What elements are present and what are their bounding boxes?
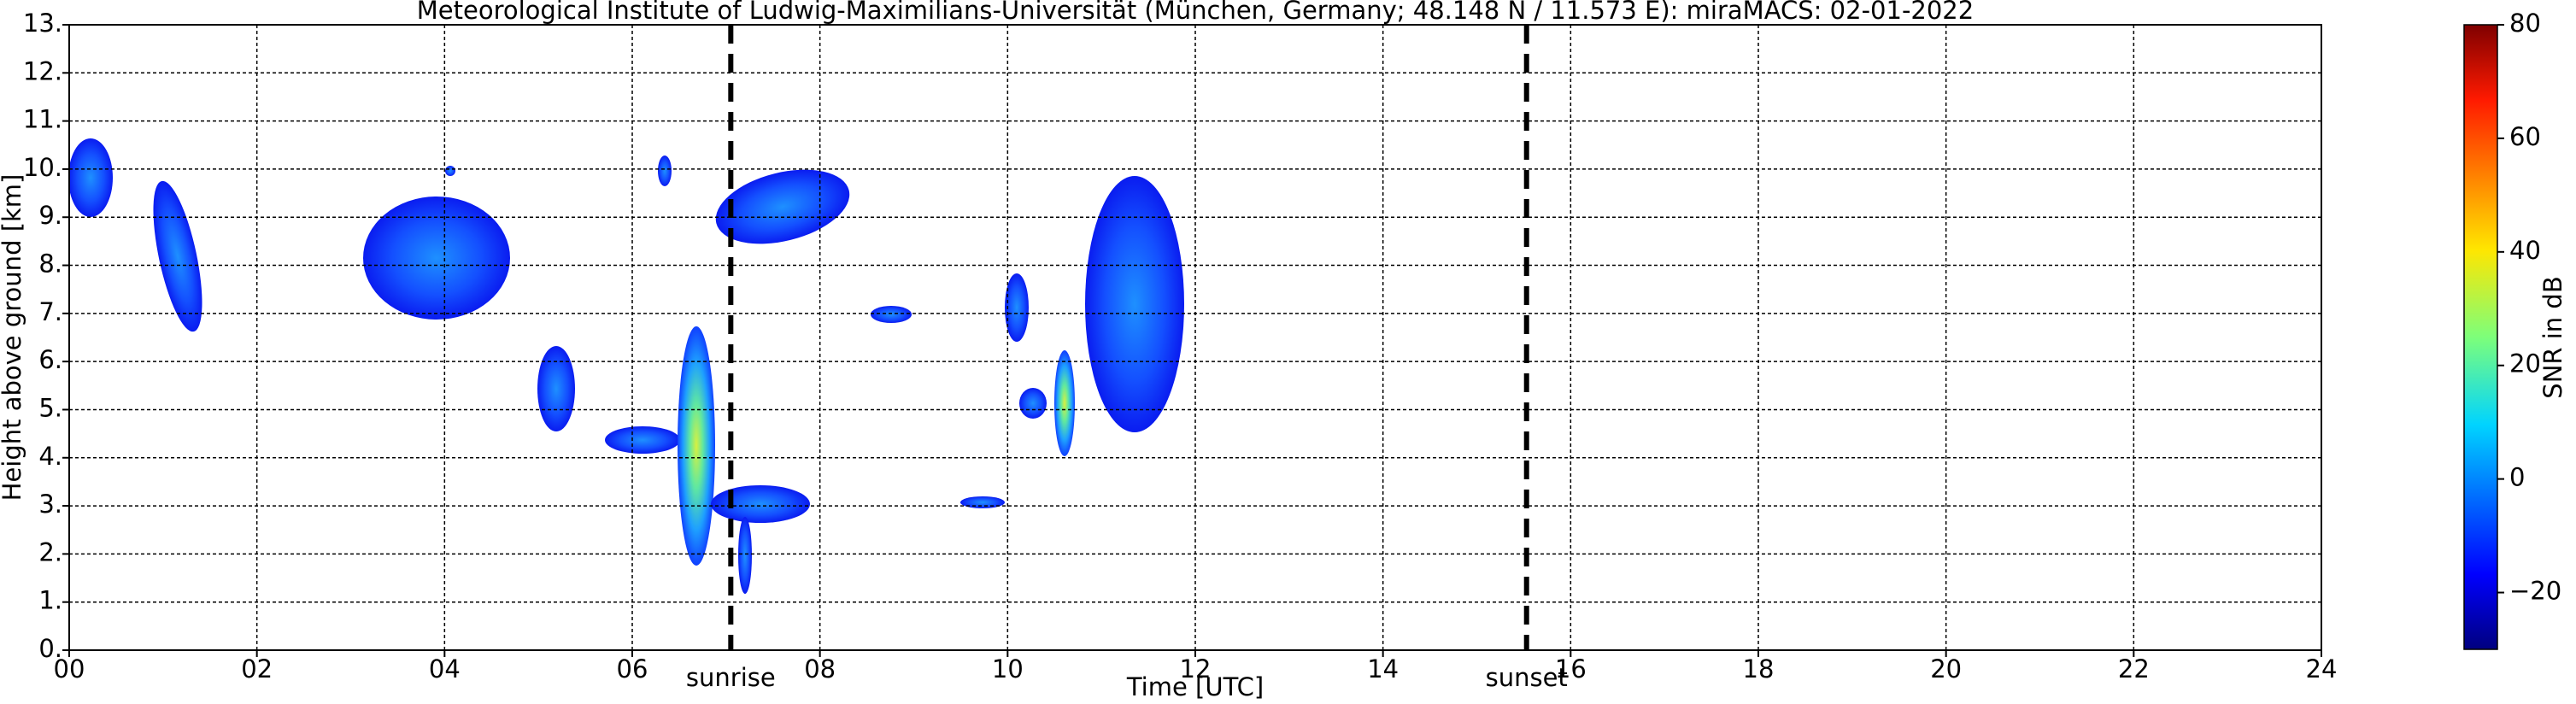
y-tick-label: 11. [23, 105, 62, 134]
x-tick-label: 02 [241, 654, 273, 683]
colorbar-tick-label: 80 [2509, 9, 2541, 38]
x-tick-label: 18 [1743, 654, 1775, 683]
x-tick-label: 06 [617, 654, 648, 683]
y-tick-label: 2. [38, 537, 62, 566]
y-tick-label: 3. [38, 490, 62, 519]
plot-frame [68, 24, 2322, 651]
x-tick-label: 16 [1555, 654, 1587, 683]
chart-title: Meteorological Institute of Ludwig-Maxim… [417, 0, 1974, 25]
x-tick-label: 20 [1930, 654, 1962, 683]
event-label: sunrise [686, 663, 776, 692]
y-tick-label: 6. [38, 345, 62, 374]
colorbar-label: SNR in dB [2538, 276, 2567, 398]
colorbar-tick-label: −20 [2509, 577, 2561, 606]
x-tick-label: 24 [2306, 654, 2338, 683]
colorbar-tick-label: 0 [2509, 463, 2525, 492]
colorbar-frame [2463, 24, 2498, 650]
y-tick-label: 0. [38, 634, 62, 663]
radar-echoes [68, 138, 1184, 594]
y-tick-label: 7. [38, 297, 62, 326]
y-tick-label: 9. [38, 201, 62, 230]
y-tick-label: 12. [23, 56, 62, 85]
x-tick-label: 10 [992, 654, 1024, 683]
x-axis-label: Time [UTC] [1126, 672, 1264, 701]
x-tick-label: 00 [54, 654, 85, 683]
colorbar [2464, 25, 2497, 649]
colorbar-tick-label: 20 [2509, 349, 2541, 378]
colorbar-tick-label: 60 [2509, 122, 2541, 151]
x-tick-label: 22 [2118, 654, 2150, 683]
x-tick-label: 14 [1367, 654, 1399, 683]
colorbar-tick-label: 40 [2509, 236, 2541, 265]
x-tick-label: 08 [804, 654, 836, 683]
y-axis-label: Height above ground [km] [0, 174, 26, 502]
y-tick-label: 1. [38, 586, 62, 615]
y-tick-label: 5. [38, 393, 62, 422]
x-tick-label: 04 [429, 654, 461, 683]
y-tick-label: 13. [23, 9, 62, 38]
y-tick-label: 4. [38, 442, 62, 471]
event-label: sunset [1486, 663, 1568, 692]
x-tick-label: 12 [1180, 654, 1212, 683]
y-tick-label: 10. [23, 153, 62, 182]
y-tick-label: 8. [38, 249, 62, 279]
